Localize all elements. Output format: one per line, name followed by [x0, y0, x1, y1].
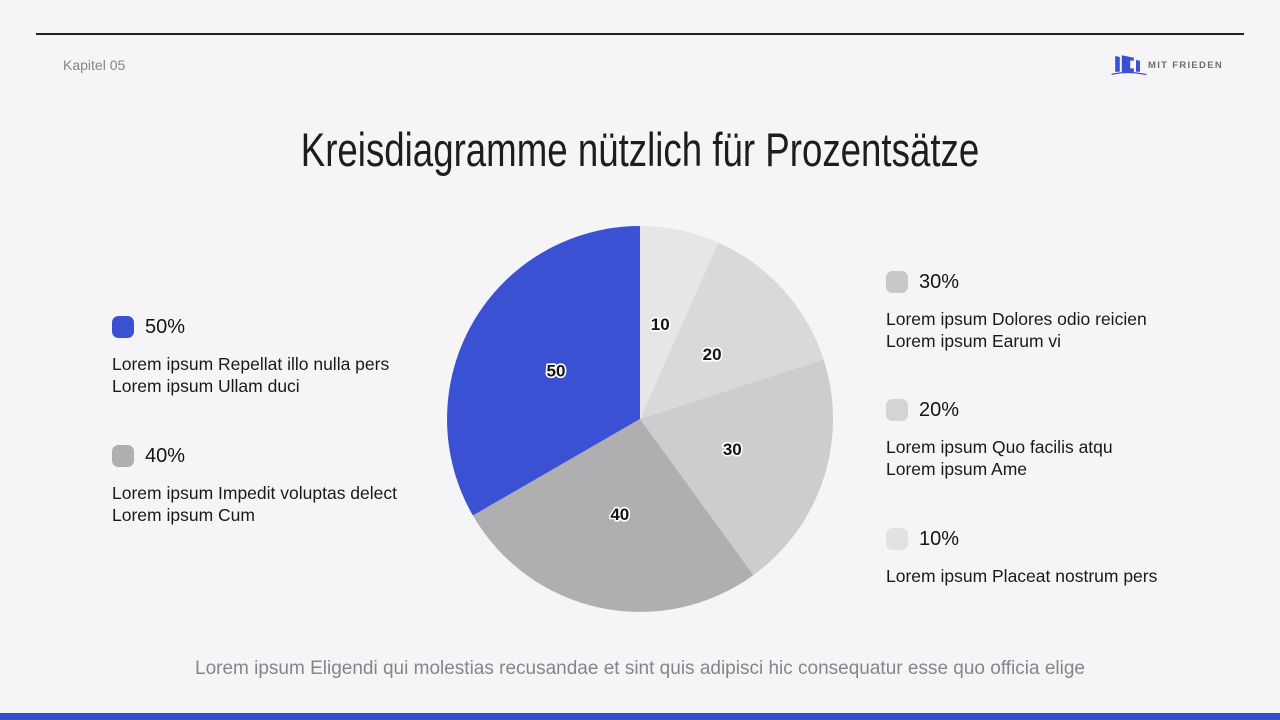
svg-text:20: 20	[703, 345, 722, 364]
svg-text:10: 10	[651, 315, 670, 334]
svg-text:40: 40	[610, 505, 629, 524]
svg-text:30: 30	[723, 440, 742, 459]
svg-text:50: 50	[547, 362, 566, 381]
